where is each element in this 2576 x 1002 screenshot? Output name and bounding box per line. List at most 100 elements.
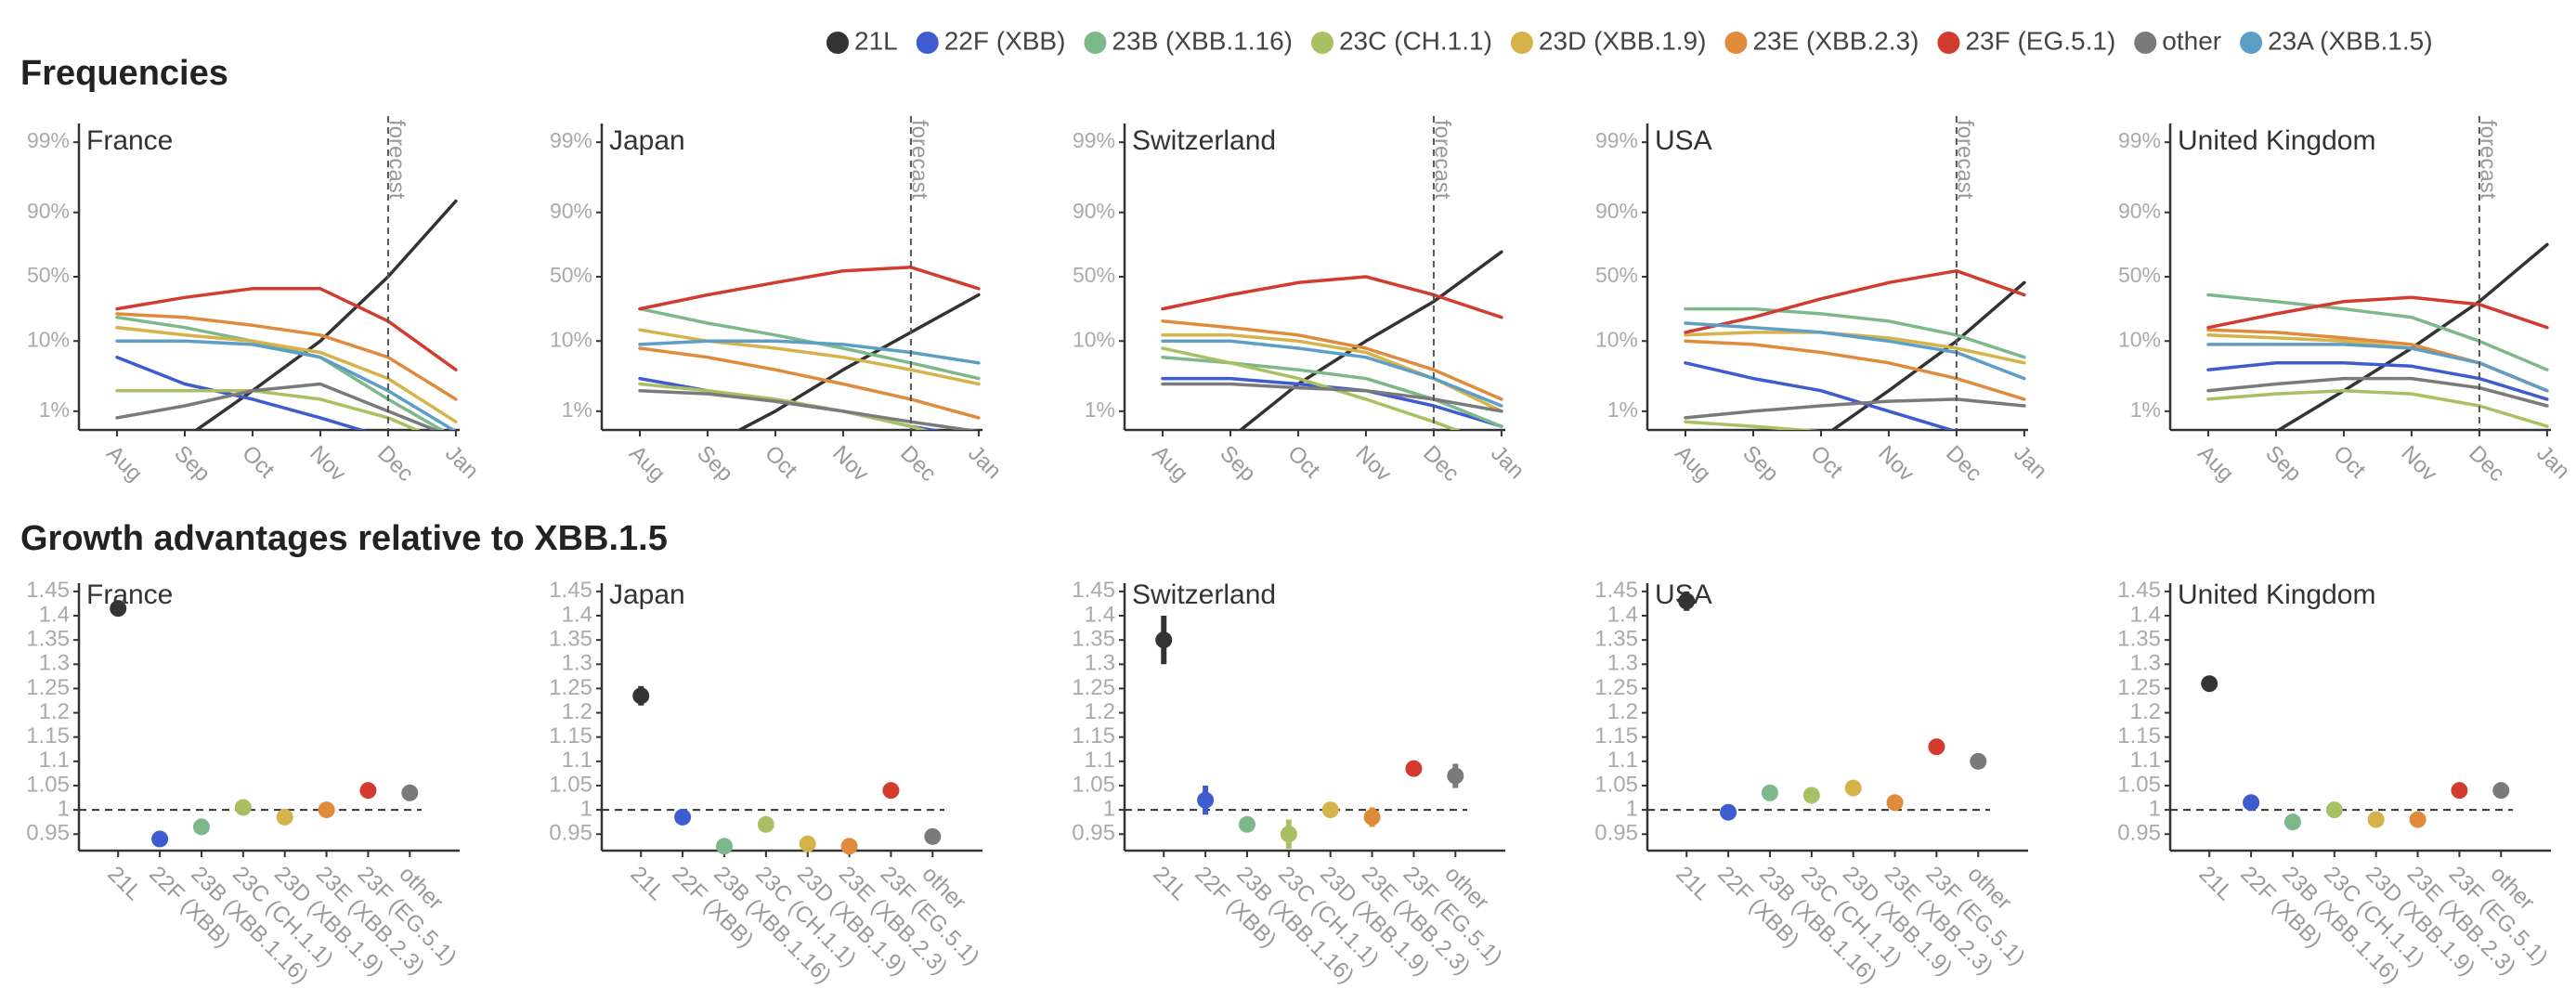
y-tick-label: 99% <box>1595 128 1638 152</box>
y-tick-label: 1.2 <box>1607 699 1638 724</box>
y-tick-label: 99% <box>2118 128 2161 152</box>
y-tick-label: 1.3 <box>1607 651 1638 676</box>
forecast-label: forecast <box>1953 120 1978 200</box>
y-tick-label: 1.05 <box>2117 772 2161 797</box>
x-tick-label: Dec <box>2464 441 2509 487</box>
point <box>1720 803 1737 821</box>
y-tick-label: 1.35 <box>26 626 70 651</box>
forecast-label: forecast <box>1430 120 1455 200</box>
y-tick-label: 1.15 <box>1594 723 1638 748</box>
point <box>234 799 252 816</box>
legend-swatch <box>2134 32 2157 54</box>
x-tick-label: Dec <box>1941 441 1986 487</box>
y-tick-label: 1.05 <box>549 772 592 797</box>
y-tick-label: 0.95 <box>1072 821 1115 846</box>
panel-title: United Kingdom <box>2178 125 2375 156</box>
series-line <box>1684 361 1957 430</box>
y-tick-label: 1.45 <box>26 578 70 603</box>
y-tick-label: 1.15 <box>2117 723 2161 748</box>
series-line <box>1684 339 2026 401</box>
legend-label: 23D (XBB.1.9) <box>1539 26 1707 55</box>
series-line <box>1161 275 1503 319</box>
panel: 1% 10% 50% 90% 99% Aug Sep Oct Nov Dec Jan forecast… <box>1073 116 1529 487</box>
y-tick-label: 99% <box>1073 128 1115 152</box>
y-tick-label: 99% <box>27 128 70 152</box>
point <box>1802 787 1820 804</box>
y-tick-label: 50% <box>550 263 592 287</box>
point <box>276 808 293 826</box>
legend-swatch <box>1724 32 1748 54</box>
y-tick-label: 1% <box>2130 397 2161 422</box>
point <box>632 687 650 705</box>
series-line <box>2275 242 2549 430</box>
y-tick-label: 1.4 <box>1085 602 1115 627</box>
series-line <box>115 382 440 430</box>
series-line <box>638 346 981 420</box>
y-tick-label: 1.1 <box>39 748 70 773</box>
forecast-label: forecast <box>2476 120 2501 200</box>
legend-swatch <box>1310 32 1334 54</box>
y-tick-label: 1.45 <box>1072 578 1115 603</box>
y-tick-label: 10% <box>1073 327 1115 351</box>
x-tick-label: Aug <box>624 441 670 487</box>
x-tick-label: Sep <box>1737 441 1783 487</box>
y-tick-label: 1.35 <box>1072 626 1115 651</box>
point <box>151 830 169 848</box>
series-line <box>638 328 981 386</box>
y-tick-label: 1.2 <box>1085 699 1115 724</box>
point <box>2283 813 2301 831</box>
series-line <box>1684 420 1821 430</box>
x-tick-label: Aug <box>101 441 147 487</box>
series-line <box>1161 382 1503 413</box>
legend-label: 23E (XBB.2.3) <box>1752 26 1919 55</box>
y-tick-label: 1.25 <box>1594 675 1638 700</box>
panel-title: USA <box>1655 125 1712 156</box>
point <box>757 815 774 833</box>
legend-label: 23A (XBB.1.5) <box>2268 26 2432 55</box>
series-line <box>1238 250 1503 430</box>
x-tick-label: 21L <box>1149 862 1192 905</box>
y-tick-label: 1 <box>2149 796 2161 821</box>
x-tick-label: Nov <box>305 441 350 487</box>
x-tick-label: 21L <box>626 862 670 905</box>
y-tick-label: 1.25 <box>1072 675 1115 700</box>
x-tick-label: Oct <box>237 441 280 484</box>
panel-title: USA <box>1655 579 1712 610</box>
y-tick-label: 1.45 <box>549 578 592 603</box>
legend-label: other <box>2162 26 2221 55</box>
y-tick-label: 1.35 <box>549 626 592 651</box>
y-tick-label: 1.45 <box>1594 578 1638 603</box>
x-tick-label: 21L <box>103 862 147 905</box>
x-tick-label: Oct <box>1805 441 1848 484</box>
y-tick-label: 1% <box>562 397 592 422</box>
point <box>1970 752 1987 770</box>
series-line <box>2206 361 2549 401</box>
series-line <box>115 355 367 430</box>
point <box>1886 794 1904 812</box>
lines <box>1684 268 2026 430</box>
point <box>1405 760 1423 777</box>
lines <box>115 199 458 430</box>
x-tick-label: Jan <box>1486 441 1529 484</box>
point <box>1844 779 1862 797</box>
series-line <box>1684 321 2026 381</box>
legend-swatch <box>1510 32 1533 54</box>
y-tick-label: 1.4 <box>1607 602 1638 627</box>
y-tick-label: 1.4 <box>39 602 70 627</box>
x-tick-label: Jan <box>2531 441 2574 484</box>
y-tick-label: 90% <box>550 199 592 223</box>
point <box>1761 784 1778 801</box>
legend-label: 22F (XBB) <box>944 26 1066 55</box>
y-tick-label: 1.4 <box>562 602 592 627</box>
series-line <box>2206 293 2549 371</box>
y-tick-label: 1% <box>1085 397 1115 422</box>
forecast-label: forecast <box>907 120 932 200</box>
y-tick-label: 1% <box>1607 397 1638 422</box>
series-line <box>2206 328 2549 393</box>
y-tick-label: 10% <box>1595 327 1638 351</box>
x-tick-label: Jan <box>440 441 483 484</box>
legend-label: 21L <box>854 26 898 55</box>
point <box>2367 811 2385 828</box>
panel-title: France <box>86 579 173 610</box>
